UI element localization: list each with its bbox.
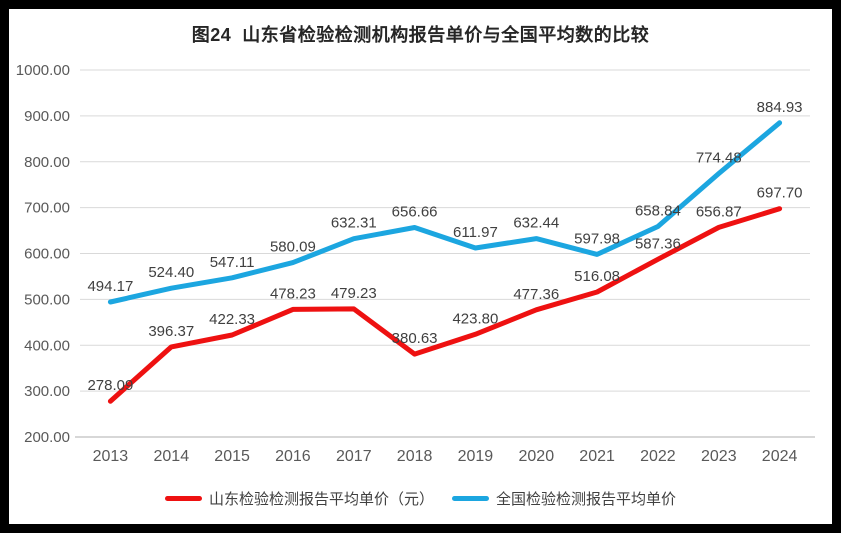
series-line[interactable] [107, 206, 783, 404]
x-axis-tick-label: 2013 [93, 448, 129, 465]
legend-line-swatch [164, 496, 202, 501]
y-axis-tick-label: 900.00 [24, 108, 70, 125]
legend-item[interactable]: 全国检验检测报告平均单价 [452, 488, 676, 509]
data-label: 884.93 [757, 99, 803, 116]
y-axis-tick-label: 400.00 [24, 337, 70, 354]
data-label: 494.17 [87, 278, 133, 295]
chart-title: 图24 山东省检验检测机构报告单价与全国平均数的比较 [191, 25, 650, 45]
data-label: 697.70 [757, 185, 803, 202]
data-label: 656.87 [696, 203, 742, 220]
y-axis-tick-label: 200.00 [24, 429, 70, 446]
x-axis-tick-label: 2016 [275, 448, 311, 465]
y-axis-tick-label: 500.00 [24, 291, 70, 308]
x-axis-tick-label: 2017 [336, 448, 372, 465]
legend: 山东检验检测报告平均单价（元） 全国检验检测报告平均单价 [9, 488, 832, 509]
data-label: 611.97 [453, 224, 498, 241]
data-label: 774.48 [696, 150, 742, 167]
y-axis-tick-label: 300.00 [24, 383, 70, 400]
x-axis-tick-label: 2015 [214, 448, 250, 465]
data-label: 478.23 [270, 285, 316, 302]
data-label: 580.09 [270, 239, 316, 256]
y-axis-tick-label: 700.00 [24, 200, 70, 217]
data-label: 278.09 [87, 377, 133, 394]
x-axis-tick-label: 2023 [701, 448, 737, 465]
data-label: 396.37 [148, 323, 194, 340]
x-axis-tick-label: 2020 [519, 448, 555, 465]
legend-label: 全国检验检测报告平均单价 [496, 491, 677, 508]
chart-canvas: 图24 山东省检验检测机构报告单价与全国平均数的比较 200.00 300.00 4… [9, 9, 832, 524]
series-line[interactable] [107, 120, 783, 305]
x-axis-tick-label: 2014 [154, 448, 190, 465]
data-label: 477.36 [513, 286, 559, 303]
x-axis-tick-label: 2022 [640, 448, 676, 465]
data-label: 658.84 [635, 203, 681, 220]
data-label: 632.44 [513, 215, 559, 232]
plot-area: 200.00 300.00 400.00 500.00 600.00 700.00 800.… [16, 62, 815, 465]
legend-line-swatch [452, 496, 489, 501]
x-axis-tick-label: 2021 [579, 448, 615, 465]
y-axis-tick-label: 800.00 [24, 154, 70, 171]
data-label: 479.23 [331, 285, 377, 302]
data-label: 597.98 [574, 230, 620, 247]
data-label: 524.40 [148, 264, 194, 281]
legend-item[interactable]: 山东检验检测报告平均单价（元） [164, 488, 434, 509]
data-label: 587.36 [635, 235, 681, 252]
data-label: 547.11 [210, 254, 255, 271]
x-axis-tick-label: 2019 [458, 448, 494, 465]
data-label: 516.08 [574, 268, 620, 285]
data-label: 380.63 [392, 330, 438, 347]
data-label: 656.66 [392, 204, 438, 221]
data-label: 422.33 [209, 311, 255, 328]
data-label: 632.31 [331, 215, 377, 232]
data-label: 423.80 [452, 310, 498, 327]
y-axis-tick-label: 1000.00 [16, 62, 70, 79]
x-axis-tick-label: 2018 [397, 448, 433, 465]
x-axis-tick-label: 2024 [762, 448, 798, 465]
y-axis-tick-label: 600.00 [24, 246, 70, 263]
legend-label: 山东检验检测报告平均单价（元） [208, 491, 434, 508]
